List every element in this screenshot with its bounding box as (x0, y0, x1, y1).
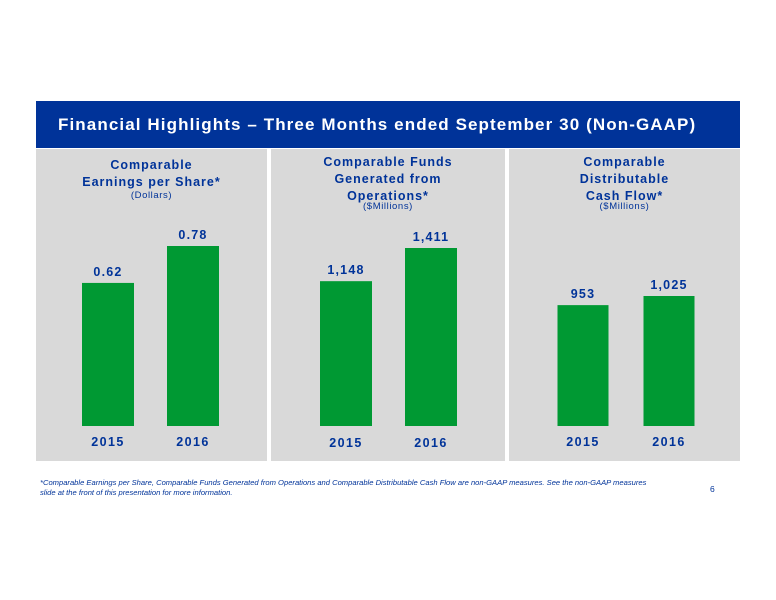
dcf-category-label-2016: 2016 (652, 435, 685, 449)
ffo-bar-2016 (405, 248, 457, 426)
dcf-title-line-3: Cash Flow* (585, 189, 664, 203)
ffo-value-label-2015: 1,148 (327, 263, 364, 277)
page-number: 6 (710, 484, 715, 494)
dcf-title-line-2: Distributable (579, 172, 670, 186)
dcf-value-label-2016: 1,025 (650, 278, 687, 292)
dcf-category-label-2015: 2015 (566, 435, 599, 449)
dcf-chart-panel: Comparable Distributable Cash Flow* ($Mi… (509, 149, 740, 461)
dcf-title-line-1: Comparable (583, 155, 666, 169)
page-title: Financial Highlights – Three Months ende… (58, 114, 697, 134)
dcf-chart-title: Comparable Distributable Cash Flow* (509, 154, 740, 205)
ffo-bar-chart: 1,148 2015 1,411 2016 (320, 230, 457, 450)
ffo-title-line-2: Generated from (334, 172, 442, 186)
dcf-bar-2016 (643, 296, 695, 426)
title-banner: Financial Highlights – Three Months ende… (36, 101, 740, 148)
eps-category-label-2015: 2015 (91, 435, 124, 449)
dcf-chart-unit: ($Millions) (599, 201, 650, 212)
ffo-chart-title: Comparable Funds Generated from Operatio… (271, 154, 505, 205)
ffo-bar-2015 (320, 281, 372, 426)
ffo-category-label-2016: 2016 (414, 436, 447, 450)
dcf-bar-chart: 953 2015 1,025 2016 (557, 278, 695, 449)
eps-chart-title: Comparable Earnings per Share* (36, 157, 267, 191)
ffo-title-line-1: Comparable Funds (323, 155, 453, 169)
ffo-title-line-3: Operations* (347, 189, 429, 203)
footnote: *Comparable Earnings per Share, Comparab… (40, 478, 647, 497)
eps-value-label-2015: 0.62 (93, 265, 122, 279)
ffo-value-label-2016: 1,411 (413, 230, 450, 244)
dcf-value-label-2015: 953 (571, 287, 595, 301)
dcf-bar-2015 (557, 305, 609, 426)
eps-bar-chart: 0.62 2015 0.78 2016 (82, 228, 219, 449)
eps-value-label-2016: 0.78 (178, 228, 207, 242)
eps-title-line-1: Comparable (110, 158, 193, 172)
ffo-chart-panel: Comparable Funds Generated from Operatio… (271, 149, 505, 461)
eps-chart-unit: (Dollars) (130, 190, 173, 201)
eps-bar-2016 (167, 246, 219, 426)
eps-chart-panel: Comparable Earnings per Share* (Dollars)… (36, 149, 267, 461)
eps-bar-2015 (82, 282, 134, 426)
eps-category-label-2016: 2016 (176, 435, 209, 449)
ffo-category-label-2015: 2015 (329, 436, 362, 450)
eps-title-line-2: Earnings per Share* (82, 175, 221, 189)
ffo-chart-unit: ($Millions) (363, 201, 413, 212)
